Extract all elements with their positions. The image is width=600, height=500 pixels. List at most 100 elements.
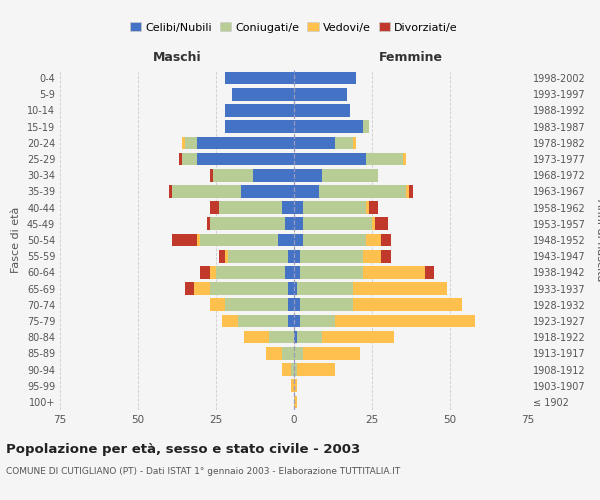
Bar (182, 152, 197, 166)
Bar (294, 314, 300, 328)
Bar (353, 282, 447, 295)
Text: Popolazione per età, sesso e stato civile - 2003: Popolazione per età, sesso e stato civil… (6, 442, 360, 456)
Bar (366, 152, 403, 166)
Bar (294, 347, 304, 360)
Bar (425, 266, 434, 278)
Bar (244, 331, 269, 344)
Bar (219, 250, 226, 262)
Bar (281, 363, 291, 376)
Bar (179, 152, 182, 166)
Bar (291, 363, 294, 376)
Bar (281, 347, 294, 360)
Y-axis label: Anni di nascita: Anni di nascita (595, 198, 600, 281)
Bar (294, 185, 319, 198)
Bar (232, 88, 294, 101)
Bar (294, 72, 356, 85)
Bar (335, 136, 353, 149)
Bar (182, 136, 185, 149)
Legend: Celibi/Nubili, Coniugati/e, Vedovi/e, Divorziati/e: Celibi/Nubili, Coniugati/e, Vedovi/e, Di… (126, 18, 462, 37)
Bar (185, 282, 194, 295)
Bar (294, 136, 335, 149)
Bar (372, 218, 375, 230)
Bar (304, 234, 366, 246)
Bar (197, 136, 294, 149)
Bar (210, 218, 284, 230)
Bar (210, 266, 216, 278)
Bar (294, 266, 300, 278)
Bar (322, 331, 394, 344)
Bar (185, 136, 197, 149)
Bar (375, 218, 388, 230)
Bar (300, 298, 353, 311)
Bar (297, 282, 353, 295)
Bar (222, 314, 238, 328)
Y-axis label: Fasce di età: Fasce di età (11, 207, 21, 273)
Bar (238, 314, 288, 328)
Bar (294, 104, 350, 117)
Bar (366, 202, 369, 214)
Bar (226, 104, 294, 117)
Bar (294, 363, 297, 376)
Bar (409, 185, 413, 198)
Bar (169, 185, 172, 198)
Bar (335, 314, 475, 328)
Bar (284, 218, 294, 230)
Text: Femmine: Femmine (379, 50, 443, 64)
Bar (210, 202, 219, 214)
Bar (219, 202, 281, 214)
Bar (197, 152, 294, 166)
Bar (294, 169, 322, 181)
Bar (403, 152, 406, 166)
Bar (294, 234, 304, 246)
Bar (200, 266, 210, 278)
Bar (194, 282, 210, 295)
Bar (294, 298, 300, 311)
Bar (288, 298, 294, 311)
Bar (294, 331, 297, 344)
Bar (210, 169, 213, 181)
Bar (226, 72, 294, 85)
Bar (304, 202, 366, 214)
Bar (226, 120, 294, 133)
Bar (300, 266, 362, 278)
Bar (304, 218, 372, 230)
Bar (241, 185, 294, 198)
Bar (382, 250, 391, 262)
Bar (284, 266, 294, 278)
Bar (294, 120, 362, 133)
Bar (406, 185, 409, 198)
Bar (366, 234, 382, 246)
Bar (294, 250, 300, 262)
Bar (294, 202, 304, 214)
Bar (353, 136, 356, 149)
Bar (281, 202, 294, 214)
Text: COMUNE DI CUTIGLIANO (PT) - Dati ISTAT 1° gennaio 2003 - Elaborazione TUTTITALIA: COMUNE DI CUTIGLIANO (PT) - Dati ISTAT 1… (6, 468, 400, 476)
Bar (319, 185, 406, 198)
Bar (278, 234, 294, 246)
Bar (288, 314, 294, 328)
Bar (253, 169, 294, 181)
Bar (172, 234, 197, 246)
Bar (294, 152, 366, 166)
Bar (213, 169, 253, 181)
Bar (288, 250, 294, 262)
Bar (304, 347, 359, 360)
Bar (300, 314, 335, 328)
Bar (206, 218, 210, 230)
Bar (297, 331, 322, 344)
Bar (294, 88, 347, 101)
Bar (291, 380, 294, 392)
Bar (200, 234, 278, 246)
Bar (210, 298, 226, 311)
Bar (322, 169, 378, 181)
Bar (294, 282, 297, 295)
Bar (210, 282, 288, 295)
Bar (362, 250, 382, 262)
Bar (266, 347, 281, 360)
Bar (294, 396, 297, 408)
Bar (362, 120, 369, 133)
Bar (226, 250, 229, 262)
Bar (226, 298, 288, 311)
Bar (369, 202, 378, 214)
Bar (269, 331, 294, 344)
